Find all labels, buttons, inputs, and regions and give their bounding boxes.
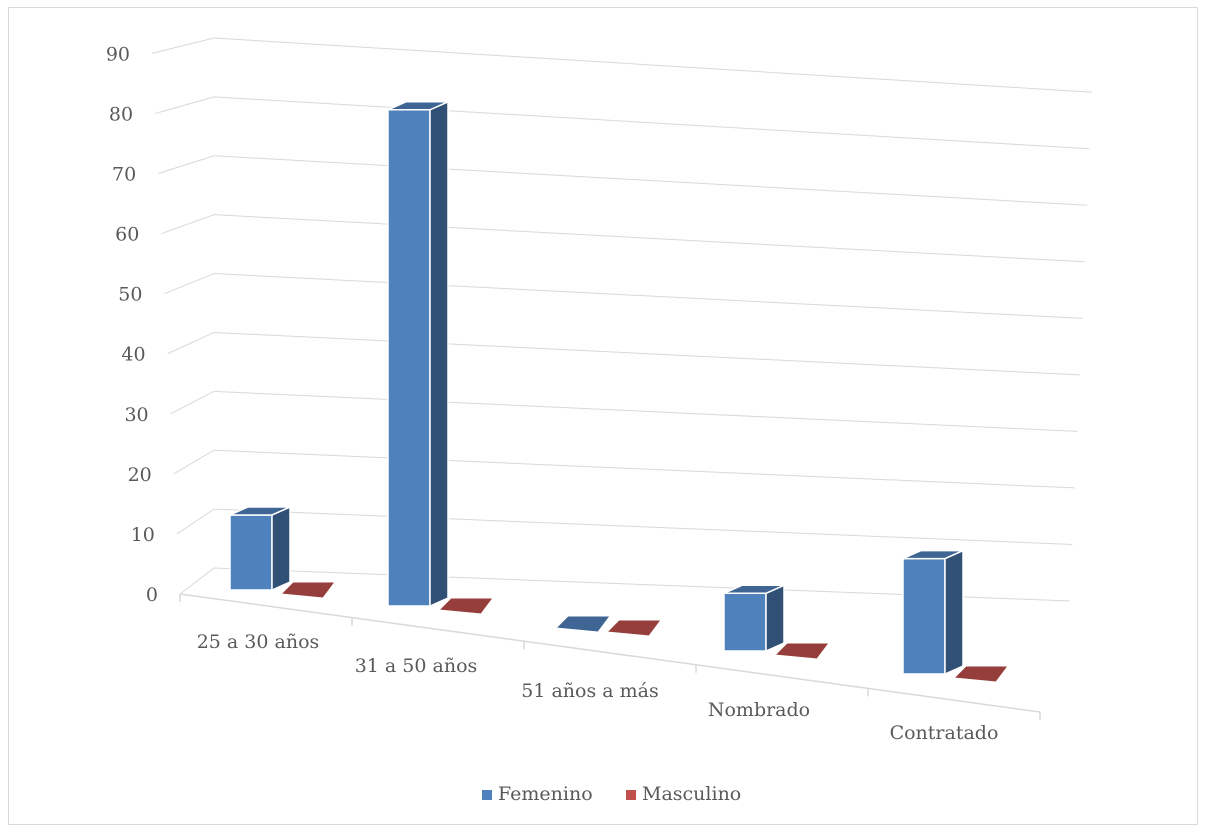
legend-item: Femenino [482, 783, 593, 805]
bar-femenino [723, 584, 785, 653]
legend-swatch [482, 790, 492, 800]
gridline [213, 96, 1090, 150]
y-tick-label: 40 [121, 344, 145, 366]
gridline [213, 508, 1073, 545]
gridline [213, 214, 1085, 263]
gridline-side [161, 214, 215, 235]
gridline [213, 155, 1088, 206]
y-tick-label: 30 [124, 404, 148, 426]
y-tick-label: 60 [115, 224, 139, 246]
bar-side-face [765, 584, 785, 653]
y-tick-label: 50 [118, 284, 142, 306]
y-tick-label: 90 [106, 43, 130, 65]
bar-top-face [554, 615, 611, 633]
gridline-side [179, 567, 215, 595]
bar-side-face [944, 549, 964, 676]
gridline-side [173, 449, 215, 475]
gridline-side [164, 273, 215, 295]
bar-masculino [605, 619, 662, 637]
y-tick-label: 0 [146, 584, 158, 606]
y-tick-label: 20 [128, 464, 152, 486]
bar-front-face [387, 109, 431, 607]
bar-femenino [554, 615, 611, 633]
bar-masculino [437, 597, 494, 615]
legend-item: Masculino [626, 783, 741, 805]
bar-front-face [902, 557, 946, 675]
bar-top-face [952, 665, 1009, 683]
x-tick-label: Contratado [890, 722, 999, 744]
y-tick-label: 80 [109, 103, 133, 125]
gridline-side [170, 390, 215, 415]
bar-femenino [902, 549, 964, 676]
x-tick-label: 25 a 30 años [197, 631, 320, 653]
gridline-side [158, 155, 215, 175]
legend-swatch [626, 790, 636, 800]
legend-label: Masculino [642, 783, 741, 805]
x-tick-label: Nombrado [708, 699, 810, 721]
bar-side-face [271, 505, 291, 592]
bar-top-face [279, 581, 336, 599]
gridline-side [176, 508, 215, 535]
bar-top-face [723, 584, 785, 595]
x-tick-label: 51 años a más [521, 680, 658, 702]
bar-masculino [279, 581, 336, 599]
gridline-side [151, 37, 215, 54]
bar-top-face [437, 597, 494, 615]
legend-label: Femenino [498, 783, 593, 805]
bar-top-face [229, 506, 291, 516]
gridline [213, 331, 1080, 376]
bar-front-face [229, 514, 273, 591]
y-tick-label: 10 [131, 524, 155, 546]
gridline [213, 273, 1083, 319]
bar-femenino [387, 100, 449, 608]
gridlines [151, 37, 1093, 602]
bar-masculino [952, 665, 1009, 683]
bar-masculino [773, 642, 830, 660]
bar-top-face [605, 619, 662, 637]
gridline-side [167, 331, 215, 355]
gridline-side [154, 96, 215, 114]
y-tick-label: 70 [112, 164, 136, 186]
axes [179, 593, 1041, 720]
gridline [213, 37, 1093, 93]
bar-front-face [723, 592, 767, 652]
bar-top-face [902, 549, 964, 560]
gridline [213, 449, 1075, 489]
x-axis-line [179, 593, 1041, 713]
bar-femenino [229, 505, 291, 592]
bars [229, 100, 1009, 683]
legend: Femenino Masculino [482, 783, 741, 805]
bar-top-face [387, 101, 449, 111]
x-tick-label: 31 a 50 años [355, 655, 478, 677]
bar-side-face [429, 100, 449, 608]
bar-top-face [773, 642, 830, 660]
gridline [213, 390, 1078, 432]
axis-labels: 0 10 20 30 40 50 60 70 80 90 25 a 30 años 31 a 50 a… [106, 43, 999, 744]
